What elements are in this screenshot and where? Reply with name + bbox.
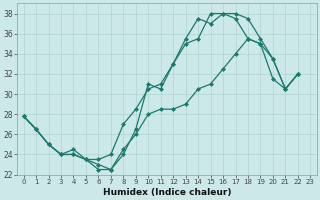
X-axis label: Humidex (Indice chaleur): Humidex (Indice chaleur) (103, 188, 231, 197)
